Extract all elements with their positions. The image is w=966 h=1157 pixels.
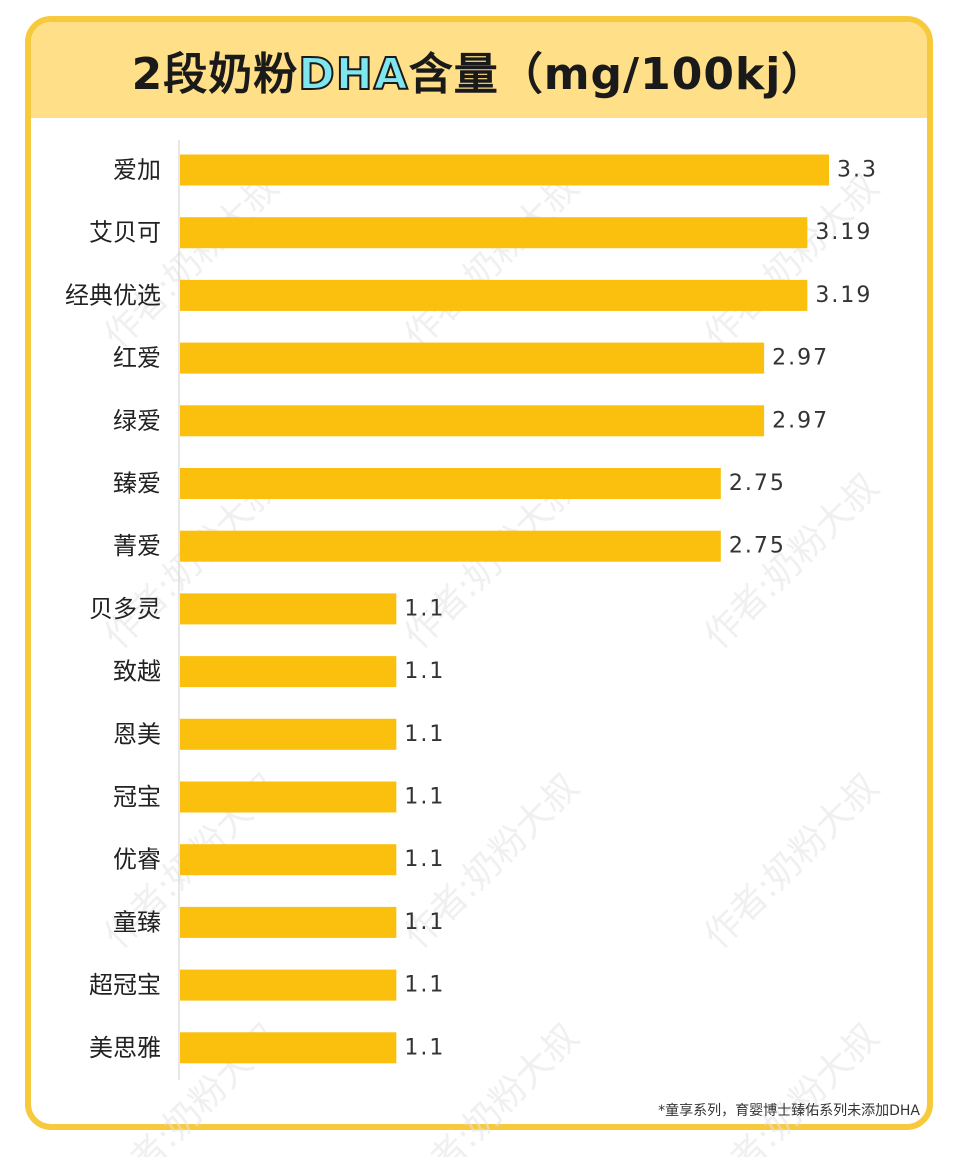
- value-label: 3.19: [815, 220, 872, 245]
- bar: [180, 279, 808, 311]
- footnote: *童享系列，育婴博士臻佑系列未添加DHA: [658, 1103, 920, 1119]
- value-label: 1.1: [404, 973, 445, 998]
- bar: [180, 468, 721, 499]
- bar: [180, 844, 397, 876]
- bar: [180, 593, 397, 625]
- value-label: 3.19: [815, 283, 872, 308]
- bar: [180, 656, 397, 688]
- title-prefix: 2段奶粉: [131, 49, 299, 100]
- value-label: 1.1: [404, 596, 445, 621]
- value-label: 1.1: [404, 722, 445, 747]
- category-label: 菁爱: [113, 532, 161, 560]
- value-label: 3.3: [837, 158, 878, 183]
- category-label: 超冠宝: [89, 971, 161, 999]
- category-label: 爱加: [113, 156, 161, 184]
- bar: [180, 530, 721, 562]
- title-suffix: 含量（mg/100kj）: [408, 49, 827, 100]
- bar: [180, 906, 397, 938]
- bar: [180, 718, 397, 750]
- category-label: 冠宝: [113, 783, 161, 811]
- value-label: 2.97: [772, 346, 829, 371]
- title-highlight: DHA: [297, 48, 409, 101]
- title-banner: 2段奶粉DHA含量（mg/100kj）: [31, 22, 927, 118]
- bar: [180, 154, 829, 186]
- bar: [180, 781, 397, 813]
- category-label: 童臻: [113, 908, 161, 936]
- value-label: 2.75: [729, 534, 786, 559]
- category-label: 优睿: [113, 846, 161, 874]
- category-label: 经典优选: [65, 281, 161, 309]
- category-label: 绿爱: [113, 407, 161, 435]
- value-label: 2.97: [772, 408, 829, 433]
- chart-frame: 2段奶粉DHA含量（mg/100kj）: [25, 16, 933, 1130]
- category-label: 贝多灵: [89, 595, 161, 623]
- bar: [180, 342, 765, 374]
- value-label: 1.1: [404, 1035, 445, 1060]
- category-label: 艾贝可: [89, 219, 161, 247]
- category-label: 恩美: [113, 720, 161, 748]
- value-label: 1.1: [404, 847, 445, 872]
- bar: [180, 969, 397, 1001]
- bar: [180, 217, 808, 249]
- value-label: 1.1: [404, 659, 445, 684]
- category-label: 美思雅: [89, 1034, 161, 1062]
- bar: [180, 405, 765, 437]
- chart-title: 2段奶粉DHA含量（mg/100kj）: [132, 38, 827, 102]
- category-label: 致越: [113, 658, 161, 686]
- value-label: 1.1: [404, 785, 445, 810]
- category-label: 红爱: [113, 344, 161, 372]
- value-label: 2.75: [729, 471, 786, 496]
- bar: [180, 1032, 397, 1064]
- category-label: 臻爱: [113, 470, 161, 498]
- value-label: 1.1: [404, 910, 445, 935]
